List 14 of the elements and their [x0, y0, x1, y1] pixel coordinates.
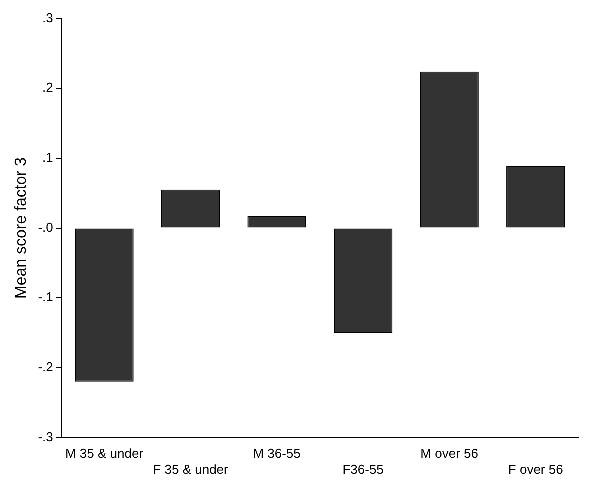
y-tick-label: -.1 — [38, 290, 54, 305]
y-tick-label: .3 — [42, 10, 54, 26]
x-tick-label: M 35 & under — [65, 446, 144, 462]
y-tick-label: .1 — [42, 150, 54, 166]
x-tick-label: F over 56 — [508, 462, 564, 477]
y-tick-label: .2 — [42, 80, 54, 96]
x-tick-label: M 36-55 — [253, 446, 301, 462]
y-tick-label: -.0 — [38, 220, 54, 235]
x-tick-label: F 35 & under — [153, 462, 230, 477]
y-tick-label: -.2 — [38, 360, 54, 375]
x-tick-label: M over 56 — [420, 446, 478, 462]
x-tick-label: F36-55 — [342, 462, 384, 477]
y-axis-title: Mean score factor 3 — [13, 158, 30, 300]
y-tick-label: -.3 — [38, 429, 54, 444]
